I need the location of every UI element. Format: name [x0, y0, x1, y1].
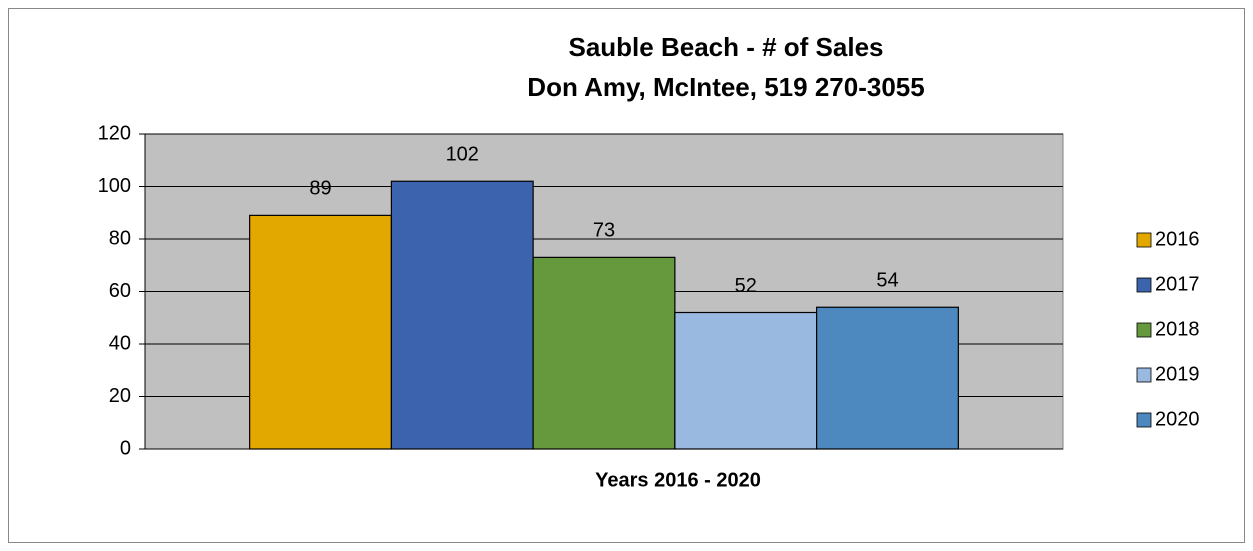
legend-label: 2016: [1155, 228, 1200, 250]
y-tick-label: 120: [98, 122, 131, 144]
legend-swatch: [1136, 277, 1152, 293]
bar: [674, 311, 818, 450]
y-tick-label: 20: [109, 385, 131, 407]
chart-subtitle: Don Amy, McIntee, 519 270-3055: [527, 72, 924, 102]
bar: [816, 306, 959, 450]
legend-label: 2018: [1155, 318, 1200, 340]
y-tick-label: 100: [98, 175, 131, 197]
bar: [390, 180, 534, 450]
data-label: 102: [446, 144, 479, 166]
legend-swatch: [1136, 412, 1152, 428]
chart-title: Sauble Beach - # of Sales: [568, 32, 883, 62]
data-label: 52: [735, 275, 757, 297]
legend-label: 2019: [1155, 363, 1200, 385]
y-tick-label: 0: [120, 437, 131, 459]
y-tick-label: 40: [109, 332, 131, 354]
data-label: 73: [593, 220, 615, 242]
data-label: 54: [876, 270, 898, 292]
legend-label: 2017: [1155, 273, 1200, 295]
bar: [249, 214, 392, 450]
data-label: 89: [309, 178, 331, 200]
legend-swatch: [1136, 367, 1152, 383]
y-tick-label: 60: [109, 280, 131, 302]
x-axis-label: Years 2016 - 2020: [595, 469, 761, 491]
bar: [532, 256, 676, 450]
legend-swatch: [1136, 322, 1152, 338]
legend-label: 2020: [1155, 408, 1200, 430]
legend-swatch: [1136, 232, 1152, 248]
y-tick-label: 80: [109, 227, 131, 249]
